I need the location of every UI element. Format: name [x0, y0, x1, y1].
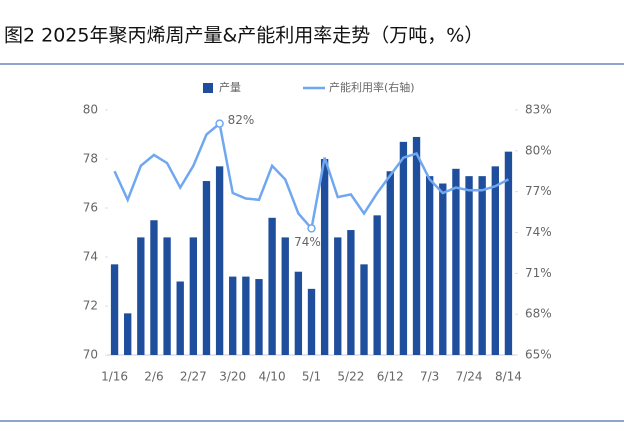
bar [202, 181, 211, 355]
bar [307, 288, 316, 355]
data-label: 74% [294, 235, 321, 249]
data-label: 82% [228, 113, 255, 127]
x-tick-label: 1/16 [101, 370, 128, 384]
bar [334, 237, 342, 355]
x-tick-label: 2/27 [180, 370, 207, 384]
bar [137, 237, 145, 355]
x-tick-label: 2/6 [144, 370, 163, 384]
y2-tick-label: 71% [525, 266, 552, 280]
y-tick-label: 78 [83, 152, 98, 166]
bar [320, 159, 329, 355]
bar [347, 230, 355, 355]
bar [110, 264, 119, 355]
bar [452, 168, 460, 355]
y2-tick-label: 83% [525, 103, 552, 117]
point [215, 119, 224, 128]
y-tick-label: 76 [83, 201, 98, 215]
bar [176, 281, 184, 355]
y2-tick-label: 74% [525, 225, 552, 239]
legend-swatch [203, 83, 213, 93]
line [113, 121, 510, 232]
legend-label: 产量 [219, 80, 241, 94]
y2-tick-label: 80% [525, 143, 552, 157]
bar [504, 151, 513, 355]
bar [294, 271, 303, 355]
bar [399, 141, 408, 355]
x-tick-label: 7/24 [456, 370, 483, 384]
bar [281, 237, 289, 355]
bar [478, 176, 486, 355]
bar [425, 176, 434, 355]
y-tick-label: 72 [83, 299, 98, 313]
bar [242, 276, 250, 355]
bar [163, 237, 171, 355]
x-tick-label: 6/12 [377, 370, 404, 384]
bar [189, 237, 198, 355]
bar [255, 279, 263, 355]
x-tick-label: 5/22 [337, 370, 364, 384]
legend-label: 产能利用率(右轴) [329, 80, 415, 94]
chart-title: 图2 2025年聚丙烯周产量&产能利用率走势（万吨，%） [4, 25, 483, 47]
x-tick-label: 7/3 [420, 370, 439, 384]
y2-tick-label: 68% [525, 307, 552, 321]
bar [491, 166, 499, 355]
point [307, 224, 316, 233]
bar [150, 220, 158, 355]
y2-tick-label: 77% [525, 184, 552, 198]
bar [439, 183, 447, 355]
bar [412, 136, 421, 355]
bar [268, 217, 276, 355]
x-tick-label: 3/20 [219, 370, 246, 384]
x-tick-label: 8/14 [495, 370, 522, 384]
bar [215, 166, 224, 355]
bar [386, 171, 394, 355]
x-tick-label: 4/10 [259, 370, 286, 384]
y-tick-label: 70 [83, 348, 98, 362]
x-tick-label: 5/1 [302, 370, 321, 384]
bar [229, 276, 237, 355]
bar [360, 264, 368, 355]
bar [465, 176, 473, 355]
bar [373, 215, 381, 355]
y-tick-label: 74 [83, 250, 98, 264]
bar [124, 313, 132, 355]
y-tick-label: 80 [83, 103, 98, 117]
y2-tick-label: 65% [525, 348, 552, 362]
